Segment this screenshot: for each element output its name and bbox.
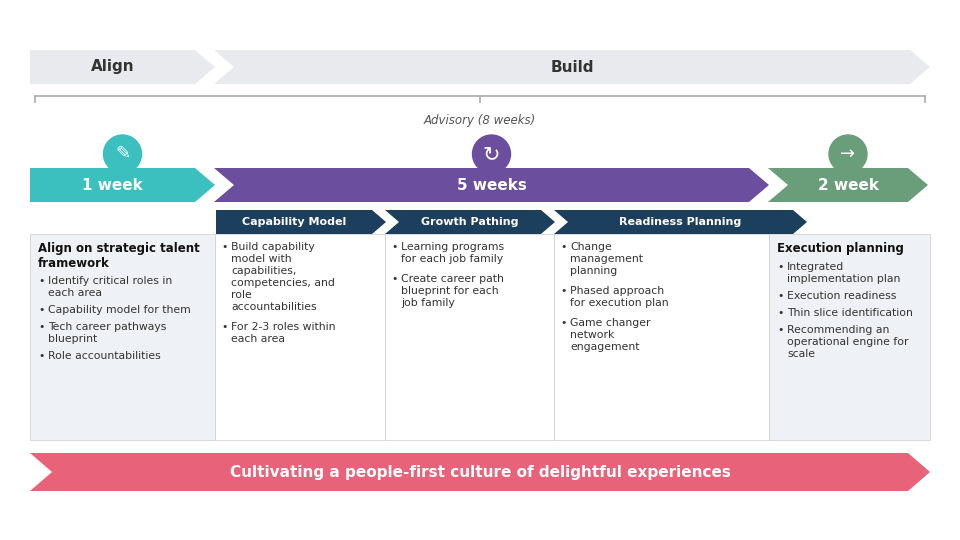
Text: Thin slice identification: Thin slice identification — [787, 308, 913, 318]
Text: competencies, and: competencies, and — [231, 278, 335, 288]
Text: •: • — [38, 322, 44, 332]
Text: •: • — [38, 276, 44, 286]
Text: network: network — [570, 330, 614, 340]
Text: operational engine for: operational engine for — [787, 337, 908, 347]
Bar — [769, 234, 930, 440]
Text: Build capability: Build capability — [231, 242, 315, 252]
Text: Role accountabilities: Role accountabilities — [48, 351, 160, 361]
Bar — [215, 234, 385, 440]
Polygon shape — [214, 50, 930, 84]
Polygon shape — [385, 210, 555, 234]
Text: Advisory (8 weeks): Advisory (8 weeks) — [424, 114, 536, 127]
Text: management: management — [570, 254, 643, 264]
Text: Readiness Planning: Readiness Planning — [619, 217, 742, 227]
Text: 2 week: 2 week — [818, 178, 878, 192]
Text: model with: model with — [231, 254, 292, 264]
Text: job family: job family — [401, 298, 455, 308]
Text: ✎: ✎ — [115, 145, 130, 163]
Text: ↻: ↻ — [483, 144, 500, 164]
Text: capabilities,: capabilities, — [231, 266, 297, 276]
Text: blueprint for each: blueprint for each — [401, 286, 498, 296]
Polygon shape — [768, 168, 928, 202]
Text: Recommending an: Recommending an — [787, 325, 889, 335]
Text: For 2-3 roles within: For 2-3 roles within — [231, 322, 335, 332]
Text: •: • — [560, 286, 566, 296]
Text: engagement: engagement — [570, 342, 639, 352]
Polygon shape — [554, 210, 807, 234]
Text: blueprint: blueprint — [48, 334, 97, 344]
Text: Tech career pathways: Tech career pathways — [48, 322, 166, 332]
Bar — [554, 234, 769, 440]
Text: •: • — [777, 325, 783, 335]
Text: Identify critical roles in: Identify critical roles in — [48, 276, 172, 286]
Text: Build: Build — [550, 59, 593, 75]
Polygon shape — [30, 453, 930, 491]
Circle shape — [104, 135, 141, 173]
Text: Cultivating a people-first culture of delightful experiences: Cultivating a people-first culture of de… — [229, 464, 731, 480]
Text: for each job family: for each job family — [401, 254, 503, 264]
Polygon shape — [30, 50, 215, 84]
Polygon shape — [216, 210, 386, 234]
Text: Learning programs: Learning programs — [401, 242, 504, 252]
Text: Execution planning: Execution planning — [777, 242, 904, 255]
Text: scale: scale — [787, 349, 815, 359]
Text: implementation plan: implementation plan — [787, 274, 900, 284]
Text: Create career path: Create career path — [401, 274, 504, 284]
Text: •: • — [221, 322, 228, 332]
Text: for execution plan: for execution plan — [570, 298, 668, 308]
Text: Align on strategic talent
framework: Align on strategic talent framework — [38, 242, 200, 270]
Text: each area: each area — [48, 288, 102, 298]
Text: each area: each area — [231, 334, 285, 344]
Text: Change: Change — [570, 242, 612, 252]
Text: accountabilities: accountabilities — [231, 302, 317, 312]
Text: role: role — [231, 290, 252, 300]
Polygon shape — [214, 168, 769, 202]
Text: •: • — [391, 274, 397, 284]
Text: •: • — [560, 318, 566, 328]
Text: •: • — [560, 242, 566, 252]
Text: •: • — [221, 242, 228, 252]
Text: Align: Align — [90, 59, 134, 75]
Text: •: • — [777, 262, 783, 272]
Text: Capability Model: Capability Model — [242, 217, 347, 227]
Text: •: • — [777, 291, 783, 301]
Text: Capability model for them: Capability model for them — [48, 305, 191, 315]
Text: Integrated: Integrated — [787, 262, 844, 272]
Circle shape — [829, 135, 867, 173]
Text: Game changer: Game changer — [570, 318, 651, 328]
Text: Execution readiness: Execution readiness — [787, 291, 897, 301]
Text: →: → — [840, 145, 855, 163]
Text: •: • — [38, 351, 44, 361]
Text: •: • — [38, 305, 44, 315]
Bar — [30, 234, 215, 440]
Circle shape — [472, 135, 511, 173]
Text: •: • — [777, 308, 783, 318]
Text: Phased approach: Phased approach — [570, 286, 664, 296]
Polygon shape — [30, 168, 215, 202]
Text: •: • — [391, 242, 397, 252]
Text: 1 week: 1 week — [83, 178, 143, 192]
Text: 5 weeks: 5 weeks — [457, 178, 526, 192]
Text: planning: planning — [570, 266, 617, 276]
Bar — [385, 234, 554, 440]
Text: Growth Pathing: Growth Pathing — [421, 217, 518, 227]
